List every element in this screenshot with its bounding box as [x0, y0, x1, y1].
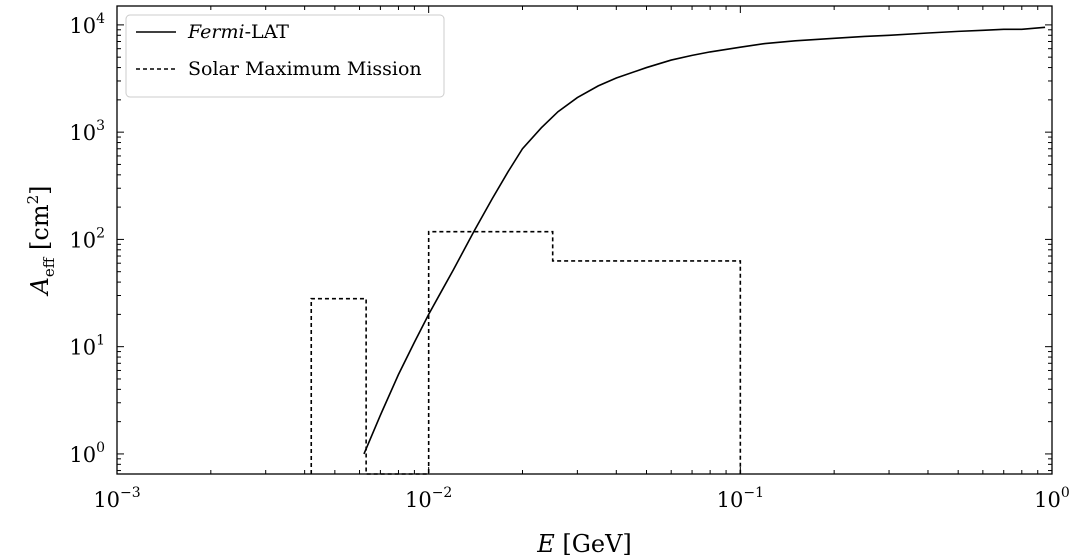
tick-label-exponent: 1 [96, 333, 105, 349]
tick-label-base: 10 [1034, 488, 1061, 512]
y-axis-label: Aeff [cm2] [24, 185, 58, 296]
tick-label-exponent: 0 [96, 440, 105, 456]
series-line-fermi [363, 26, 1046, 455]
tick-label-base: 10 [69, 336, 96, 360]
tick-label-base: 10 [69, 14, 96, 38]
y-tick-label: 100 [69, 440, 105, 467]
x-tick-label: 10−1 [717, 485, 764, 512]
x-tick-label: 100 [1034, 485, 1070, 512]
legend-label-italic: Fermi [187, 21, 245, 43]
legend: Fermi-LAT Solar Maximum Mission [125, 14, 445, 98]
y-tick-label: 103 [69, 118, 105, 145]
x-axis-variable: E [536, 530, 555, 558]
y-axis-variable: A [26, 277, 54, 296]
y-tick-label: 101 [69, 333, 105, 360]
x-tick-label: 10−3 [93, 485, 140, 512]
tick-label-base: 10 [69, 443, 96, 467]
y-axis-unit: [cm [26, 204, 54, 257]
legend-label-smm: Solar Maximum Mission [188, 58, 422, 80]
x-tick-label: 10−2 [405, 485, 452, 512]
tick-label-base: 10 [93, 488, 120, 512]
legend-box [125, 14, 445, 98]
tick-label-base: 10 [69, 228, 96, 252]
series-line-smm [310, 230, 742, 475]
tick-label-exponent: −2 [432, 485, 453, 501]
y-tick-label: 102 [69, 225, 105, 252]
x-axis-unit: [GeV] [555, 530, 632, 558]
x-axis-label: E [GeV] [536, 530, 632, 558]
y-tick-label: 104 [69, 11, 105, 38]
y-axis-subscript: eff [40, 256, 58, 277]
tick-label-base: 10 [405, 488, 432, 512]
tick-label-exponent: 3 [96, 118, 105, 134]
tick-label-base: 10 [717, 488, 744, 512]
y-axis-unit-close: ] [26, 185, 54, 194]
plot-frame [116, 5, 1053, 475]
tick-label-base: 10 [69, 121, 96, 145]
y-axis-unit-power: 2 [24, 195, 42, 205]
tick-label-exponent: −1 [743, 485, 764, 501]
tick-label-exponent: 2 [96, 225, 105, 241]
legend-label-fermi: Fermi-LAT [187, 21, 289, 43]
legend-label-text: Solar Maximum Mission [188, 58, 422, 80]
legend-label-text: -LAT [245, 21, 290, 43]
tick-label-exponent: 0 [1061, 485, 1070, 501]
tick-label-exponent: 4 [96, 11, 105, 27]
tick-label-exponent: −3 [120, 485, 141, 501]
